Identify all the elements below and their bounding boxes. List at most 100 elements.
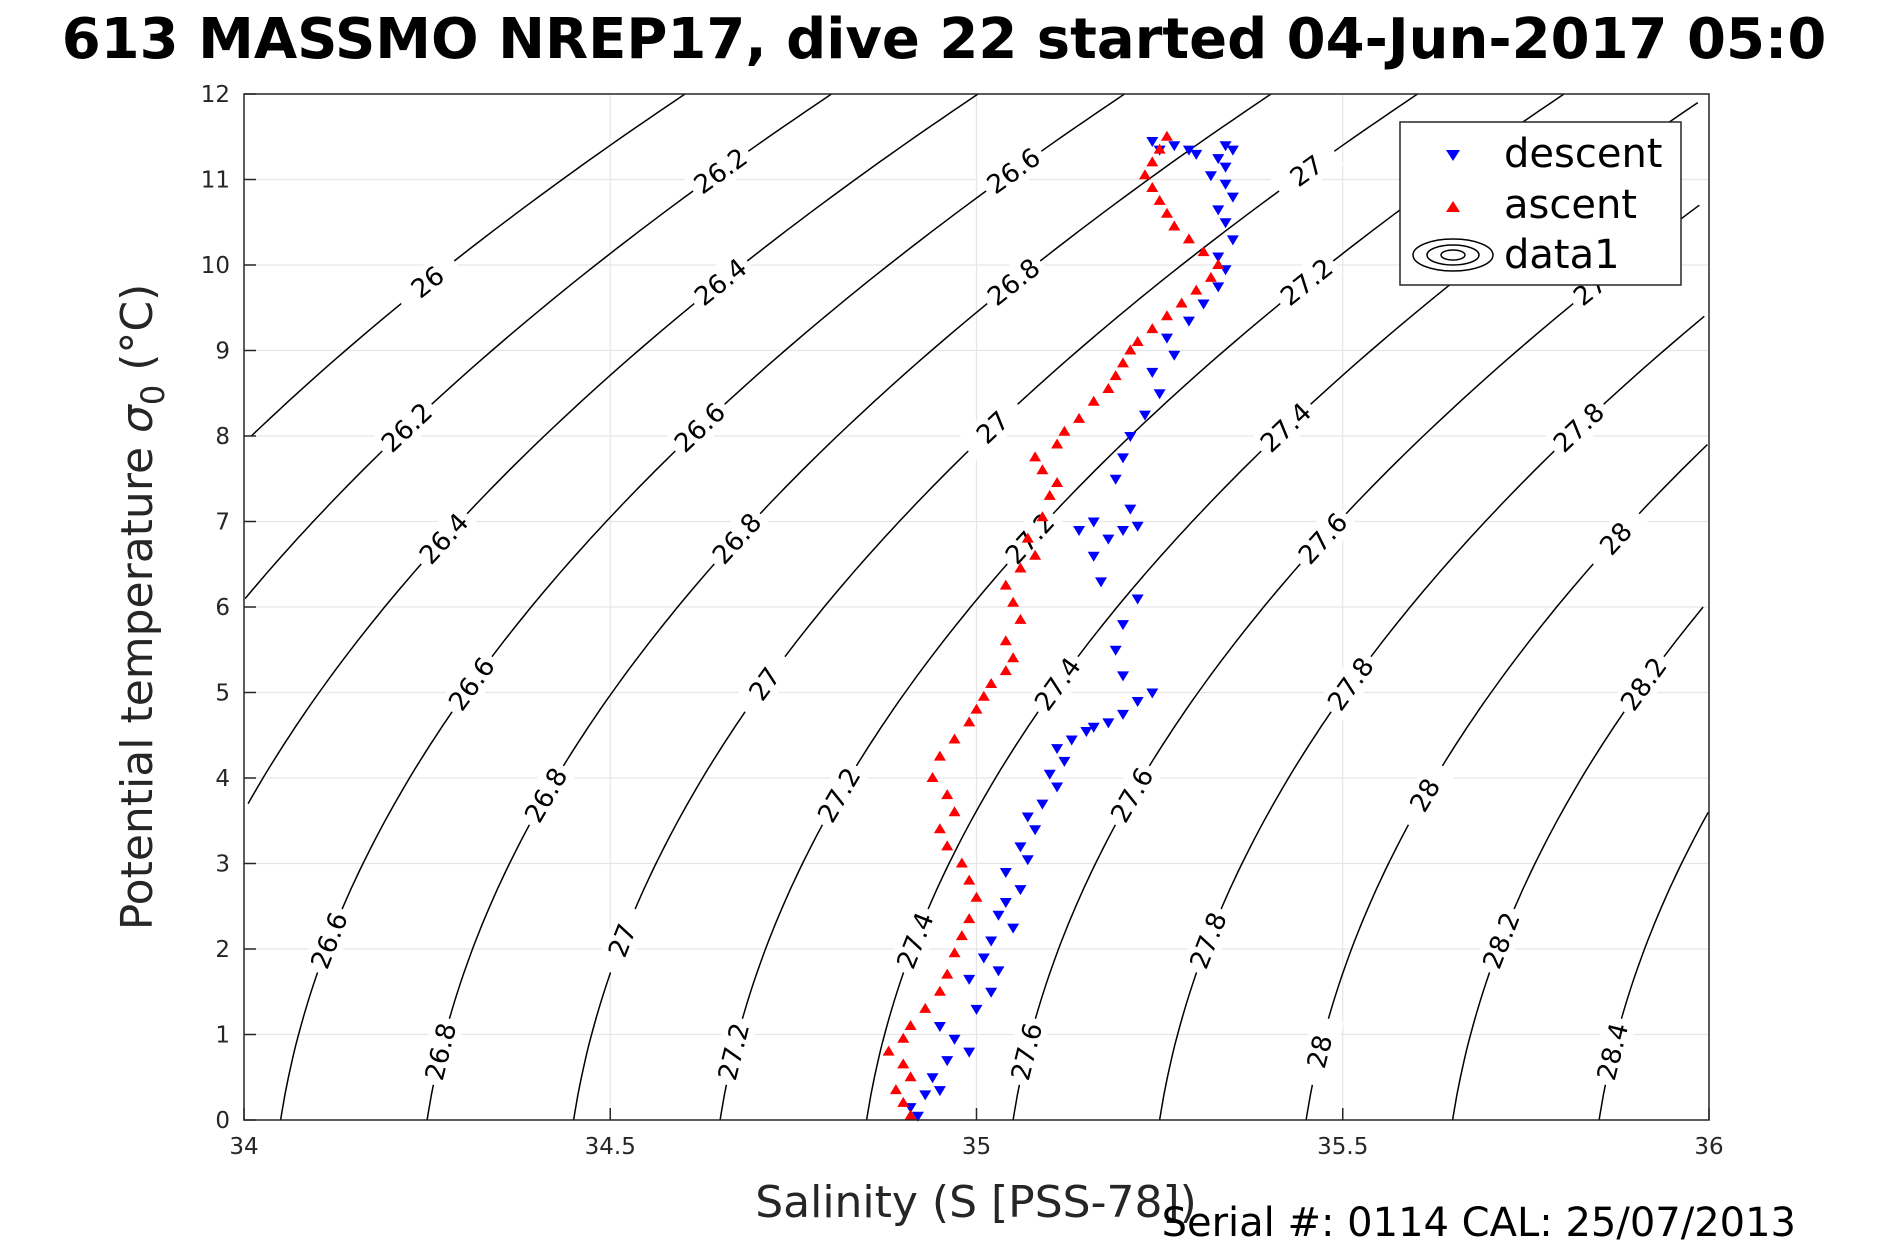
serial-cal-footer: Serial #: 0114 CAL: 25/07/2013 xyxy=(1162,1200,1796,1246)
y-axis-label-symbol: σ xyxy=(112,404,163,433)
descent-point xyxy=(999,897,1012,908)
y-tick-label: 3 xyxy=(215,852,230,878)
x-axis-label: Salinity (S [PSS-78]) xyxy=(755,1177,1197,1228)
contour-label-bg xyxy=(515,757,577,833)
ascent-point xyxy=(919,1002,932,1013)
y-tick-label: 7 xyxy=(215,510,230,536)
contour-label-bg xyxy=(684,248,758,316)
y-axis-label-subscript: 0 xyxy=(134,385,172,405)
x-tick-label: 34.5 xyxy=(585,1134,636,1160)
ascent-point xyxy=(1014,562,1027,573)
contour-label-bg xyxy=(976,138,1051,204)
y-axis-label-unit: (°C) xyxy=(112,284,163,385)
ascent-point xyxy=(1204,271,1217,282)
ascent-point xyxy=(889,1084,902,1095)
ascent-point xyxy=(963,716,976,727)
descent-point xyxy=(1058,756,1071,767)
contour-label-bg xyxy=(1250,392,1322,463)
ascent-point xyxy=(897,1058,910,1069)
ascent-point xyxy=(1036,511,1049,522)
descent-point xyxy=(1087,551,1100,562)
descent-point xyxy=(1095,577,1108,588)
contour-label-bg xyxy=(1002,1014,1051,1089)
contour-label-bg xyxy=(709,1014,758,1089)
contour-label-bg xyxy=(1588,1014,1637,1089)
descent-point xyxy=(1131,697,1144,708)
contour-label-bg xyxy=(1473,902,1529,978)
y-tick-label: 12 xyxy=(201,82,230,108)
contour-label-bg xyxy=(301,902,357,978)
ascent-point xyxy=(926,772,939,782)
descent-point xyxy=(1117,671,1129,682)
ascent-point xyxy=(948,733,961,744)
contour-label-bg xyxy=(416,1014,465,1089)
contour-label-bg xyxy=(438,647,505,721)
ascent-point xyxy=(999,635,1012,646)
ascent-point xyxy=(1160,207,1173,218)
ascent-point xyxy=(1036,464,1049,475)
contour-label-bg xyxy=(1024,647,1091,721)
descent-point xyxy=(1138,410,1151,421)
y-tick-label: 11 xyxy=(201,168,230,194)
descent-point xyxy=(1043,769,1056,780)
ascent-point xyxy=(970,891,983,902)
descent-point xyxy=(1197,299,1210,310)
descent-point xyxy=(948,1034,961,1045)
contour-label-bg xyxy=(594,902,650,978)
x-tick-label: 34 xyxy=(229,1134,258,1160)
descent-point xyxy=(992,966,1005,977)
contour-label-bg xyxy=(1317,647,1384,721)
descent-point xyxy=(1219,162,1232,173)
legend-ascent-label: ascent xyxy=(1504,182,1637,228)
ascent-point xyxy=(1102,382,1115,393)
descent-point xyxy=(999,868,1012,879)
descent-point xyxy=(919,1090,932,1101)
ascent-point xyxy=(904,1071,917,1082)
contour-label-bg xyxy=(887,902,943,978)
ascent-point xyxy=(963,874,976,885)
ascent-point xyxy=(941,968,954,979)
y-tick-label: 10 xyxy=(201,253,230,279)
descent-point xyxy=(1168,350,1181,361)
descent-point xyxy=(1087,517,1100,528)
contour-label-bg xyxy=(977,248,1051,316)
contour-label-bg xyxy=(664,392,736,463)
descent-point xyxy=(1212,154,1225,165)
contour-label-bg xyxy=(957,392,1029,463)
y-tick-label: 2 xyxy=(215,937,230,963)
x-tick-label: 36 xyxy=(1694,1134,1723,1160)
ascent-point xyxy=(1197,246,1210,257)
descent-point xyxy=(985,987,998,998)
ascent-point xyxy=(1051,477,1064,488)
ascent-point xyxy=(897,1032,910,1043)
ascent-point xyxy=(897,1096,910,1107)
descent-point xyxy=(1117,709,1129,720)
descent-point xyxy=(1226,235,1239,246)
legend-ascent-marker xyxy=(1446,201,1460,212)
contour-label-bg xyxy=(1581,502,1651,575)
contour-label-bg xyxy=(702,502,772,575)
ascent-point xyxy=(1212,259,1225,269)
y-tick-label: 8 xyxy=(215,424,230,450)
ascent-point xyxy=(955,857,968,868)
y-tick-label: 6 xyxy=(215,595,230,621)
ascent-point xyxy=(1058,425,1071,436)
ascent-point xyxy=(1182,233,1195,244)
ascent-point xyxy=(1007,596,1020,607)
ascent-point xyxy=(1109,370,1122,381)
descent-point xyxy=(985,936,998,947)
y-tick-label: 1 xyxy=(215,1023,230,1049)
descent-point xyxy=(1036,799,1049,810)
descent-point xyxy=(1131,594,1144,605)
descent-point xyxy=(911,1111,924,1122)
legend-data1-label: data1 xyxy=(1504,232,1620,278)
descent-point xyxy=(1226,145,1239,156)
contour-label-bg xyxy=(731,647,798,721)
descent-point xyxy=(1182,145,1195,156)
descent-point xyxy=(1168,141,1181,152)
ascent-point xyxy=(1014,613,1027,624)
descent-point xyxy=(1219,218,1232,229)
ascent-point xyxy=(1146,182,1159,193)
contour-line xyxy=(1012,204,1700,1121)
